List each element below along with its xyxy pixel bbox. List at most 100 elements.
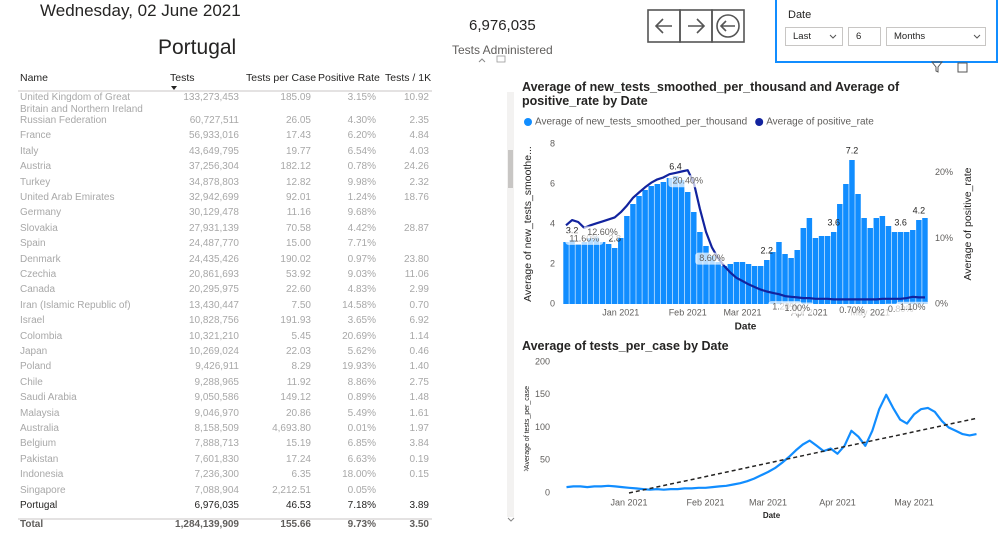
row-value: 1.14 (409, 330, 429, 342)
filter-mode[interactable]: Last (785, 27, 843, 46)
data-label: 3.6 (894, 217, 907, 227)
bar (569, 240, 575, 304)
focus-icon[interactable] (957, 62, 968, 73)
y-tick-label: 150 (535, 389, 550, 399)
x-axis-label: Date (763, 511, 781, 520)
y-axis-label: Average of tests_per_case (524, 386, 531, 469)
row-value: 19.93% (342, 361, 376, 373)
row-value: 10,321,210 (188, 330, 239, 342)
row-value: 2.99 (409, 284, 429, 296)
data-label: 6.4 (669, 161, 682, 171)
bar (733, 262, 740, 304)
row-value: 4.84 (409, 130, 429, 142)
row-name: Israel (20, 315, 45, 327)
row-value: 24,487,770 (188, 238, 239, 250)
row-name: Singapore (20, 484, 66, 496)
home-button[interactable] (711, 9, 745, 43)
data-label: 4.2 (913, 205, 926, 215)
total-value: 9.73% (347, 519, 376, 530)
bar (861, 218, 867, 304)
filter-icon[interactable] (930, 61, 944, 73)
row-value: 1.48 (409, 392, 429, 404)
country-heading: Portugal (158, 36, 237, 59)
row-value: 22.60 (285, 284, 311, 296)
bar (624, 216, 630, 304)
scroll-down[interactable] (507, 517, 515, 522)
row-value: 149.12 (280, 392, 311, 404)
row-value: 11.16 (286, 207, 311, 219)
sort-indicator (171, 86, 177, 90)
row-value: 20.69% (342, 330, 376, 342)
bar (770, 252, 776, 304)
row-value: 23.80 (403, 253, 429, 265)
row-name: Indonesia (20, 469, 64, 481)
row-value: 6.35 (291, 469, 311, 481)
bar (697, 232, 703, 304)
filter-unit[interactable]: Months (886, 27, 986, 46)
row-value: 7,601,830 (194, 453, 240, 465)
y-tick-label: 8 (550, 138, 555, 148)
row-value: 30,129,478 (188, 207, 239, 219)
row-value: 8.29 (291, 361, 311, 373)
legend-marker (755, 118, 764, 126)
row-value: 3.15% (347, 92, 376, 103)
row-value: 5.45 (291, 330, 311, 342)
scroll-up[interactable] (478, 58, 486, 63)
row-name: United Arab Emirates (20, 192, 115, 203)
row-value: 18.76 (403, 192, 429, 203)
row-value: 13,430,447 (188, 299, 239, 311)
bar (678, 180, 685, 304)
filter-count[interactable]: 6 (848, 27, 881, 46)
forward-arrow (688, 18, 706, 34)
row-value: 24,435,426 (188, 253, 239, 265)
bar (605, 244, 612, 304)
row-value: 1.40 (409, 361, 429, 373)
row-name: Turkey (20, 176, 51, 188)
chart: 0 50 100 150 200 Jan 2021 Feb 2021 Mar 2021 Apr … (524, 356, 977, 520)
x-tick-label: Mar 2021 (723, 307, 761, 317)
row-value: 24.26 (403, 161, 429, 173)
nav-buttons[interactable] (647, 9, 745, 43)
row-value: 56,933,016 (188, 130, 239, 142)
legend-label: Average of positive_rate (766, 117, 874, 128)
row-value: 9.98% (347, 176, 376, 188)
bar (654, 184, 661, 304)
row-value: 9,046,970 (194, 407, 240, 419)
bar (843, 184, 849, 304)
total-value: 1,284,139,909 (175, 519, 239, 530)
x-tick-label: Jan 2021 (602, 307, 639, 317)
row-name: Poland (20, 361, 52, 373)
chart-title: Average of tests_per_case by Date (522, 339, 729, 353)
bar (910, 230, 916, 304)
row-value: 7,088,904 (194, 484, 240, 496)
bar (672, 176, 679, 304)
data-label: 8.60% (699, 253, 725, 263)
row-name: Japan (20, 346, 48, 357)
date-heading: Wednesday, 02 June 2021 (40, 1, 241, 20)
row-value: 4.83% (347, 284, 376, 296)
row-value: 1.24% (347, 192, 376, 203)
row-value: 46.53 (285, 500, 311, 511)
row-name: Czechia (20, 269, 57, 280)
row-value: 1.61 (409, 407, 429, 419)
bar (684, 192, 691, 304)
bar (691, 212, 697, 304)
bar (593, 236, 600, 304)
row-value: 6.54% (347, 145, 376, 157)
bar (599, 242, 606, 304)
row-name: Germany (20, 207, 62, 219)
bar (897, 232, 904, 304)
row-value: 3.84 (409, 438, 429, 450)
row-value: 2.35 (409, 115, 429, 126)
row-value: 4.03 (409, 145, 429, 157)
bar (666, 178, 673, 304)
data-label: 2.2 (761, 245, 774, 255)
row-name: Colombia (20, 330, 63, 342)
scrollbar-thumb[interactable] (508, 150, 513, 188)
row-value: 3.89 (409, 500, 429, 511)
legend-marker (524, 118, 532, 126)
row-value: 9.03% (347, 269, 376, 280)
row-value: 4.42% (347, 222, 376, 234)
bar (630, 204, 636, 304)
row-value: 0.97% (347, 253, 376, 265)
